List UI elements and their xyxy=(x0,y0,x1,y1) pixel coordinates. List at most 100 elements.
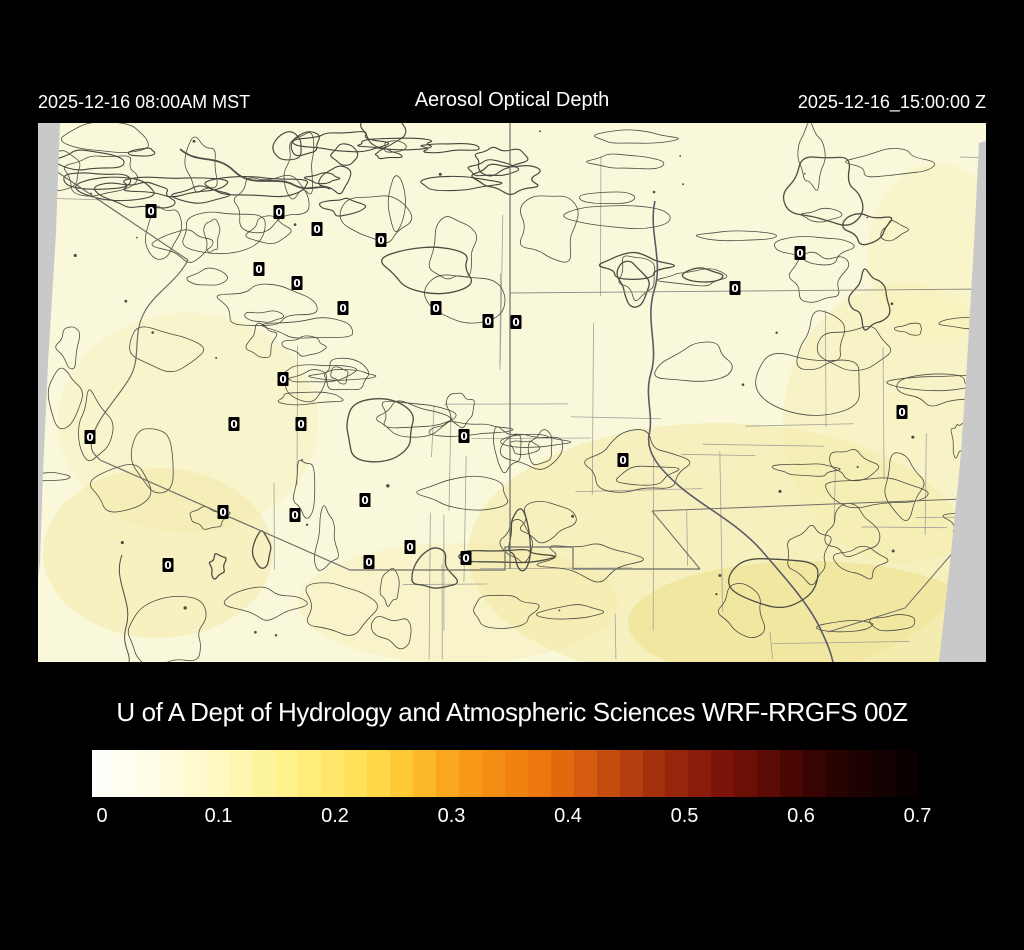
contour-line xyxy=(63,155,139,197)
contour-line xyxy=(330,143,359,166)
contour-line xyxy=(593,129,679,144)
svg-text:0: 0 xyxy=(361,495,368,507)
colorbar-segment xyxy=(573,750,597,797)
colorbar-segment xyxy=(275,750,299,797)
colorbar-segment xyxy=(229,750,253,797)
svg-text:0: 0 xyxy=(462,553,469,565)
contour-zero-label: 0 xyxy=(430,301,442,315)
colorbar-segment xyxy=(894,750,918,797)
county-line xyxy=(719,451,723,612)
contour-line xyxy=(717,582,766,639)
contour-line xyxy=(305,582,378,636)
aod-patch xyxy=(783,283,986,563)
colorbar-tick-label: 0 xyxy=(96,805,108,827)
svg-text:0: 0 xyxy=(147,206,154,218)
contour-line xyxy=(55,326,81,370)
contour-line xyxy=(303,172,341,185)
contour-line xyxy=(869,614,916,632)
contour-dot xyxy=(911,435,915,439)
rivers xyxy=(118,148,834,662)
contour-line xyxy=(387,175,406,232)
aod-patch xyxy=(628,561,986,662)
county-line xyxy=(570,416,661,420)
contour-line xyxy=(509,440,541,455)
contour-lines xyxy=(38,123,986,662)
colorbar-segment xyxy=(160,750,184,797)
svg-text:0: 0 xyxy=(339,303,346,315)
contour-zero-label: 0 xyxy=(359,493,371,507)
contour-line xyxy=(308,369,377,381)
contour-line xyxy=(208,553,227,580)
colorbar-segment xyxy=(344,750,368,797)
contour-line xyxy=(424,274,506,324)
svg-text:0: 0 xyxy=(460,431,467,443)
contour-line xyxy=(420,142,480,154)
county-line xyxy=(702,443,825,447)
contour-line xyxy=(245,215,292,244)
colorbar-segment xyxy=(711,750,735,797)
colorbar-segment xyxy=(596,750,620,797)
contour-line xyxy=(245,322,278,358)
svg-text:0: 0 xyxy=(219,507,226,519)
contour-line xyxy=(884,452,925,521)
contour-line xyxy=(825,477,929,509)
contour-line xyxy=(381,246,473,295)
colorbar-segment xyxy=(871,750,895,797)
contour-line xyxy=(261,317,354,339)
contour-line xyxy=(184,136,218,193)
contour-line xyxy=(618,255,656,302)
contour-line xyxy=(203,218,221,253)
contour-dot xyxy=(718,574,722,577)
contour-zero-label: 0 xyxy=(617,453,629,467)
svg-text:0: 0 xyxy=(512,317,519,329)
county-line xyxy=(681,453,756,457)
contour-line xyxy=(314,505,339,571)
contour-line xyxy=(129,326,204,373)
contour-line xyxy=(339,195,413,244)
aod-patch xyxy=(298,543,618,662)
contour-line xyxy=(189,506,231,530)
contour-line xyxy=(782,156,864,226)
contour-dot xyxy=(778,489,782,493)
county-line xyxy=(448,416,452,511)
contour-dot xyxy=(679,155,682,157)
county-line xyxy=(431,405,435,458)
contour-line xyxy=(428,421,514,437)
svg-text:0: 0 xyxy=(279,374,286,386)
contour-line xyxy=(151,229,214,263)
colorbar-segment xyxy=(504,750,528,797)
contour-line xyxy=(78,389,114,462)
border-co-nm xyxy=(509,288,986,294)
colorbar-tick-label: 0.4 xyxy=(554,805,582,827)
county-line xyxy=(428,512,431,660)
colorbar-segment xyxy=(298,750,322,797)
contour-line xyxy=(319,197,367,217)
svg-text:0: 0 xyxy=(898,407,905,419)
contour-line xyxy=(816,620,874,633)
colorbar-segment xyxy=(803,750,826,797)
contour-line xyxy=(586,153,665,170)
contour-dot xyxy=(183,606,187,610)
contour-zero-label: 0 xyxy=(289,508,301,522)
county-line xyxy=(882,347,885,480)
out-of-domain-right xyxy=(939,141,986,662)
colorbar-segment xyxy=(459,750,482,797)
contour-line xyxy=(445,392,475,429)
contour-dot xyxy=(274,634,278,637)
colorbar-segment xyxy=(848,750,872,797)
svg-text:0: 0 xyxy=(365,557,372,569)
county-line xyxy=(499,215,504,365)
svg-text:0: 0 xyxy=(86,432,93,444)
colorbar-segment xyxy=(367,750,391,797)
colorbar-tick-label: 0.7 xyxy=(903,805,932,827)
colorbar-segment xyxy=(481,750,505,797)
contour-dot xyxy=(301,459,304,462)
contour-dot xyxy=(558,609,561,612)
contour-dot xyxy=(305,523,309,526)
colorbar-segment xyxy=(252,750,276,797)
colorbar-segment xyxy=(183,750,207,797)
contour-line xyxy=(186,267,228,286)
contour-line xyxy=(579,191,636,205)
contour-line xyxy=(75,176,155,202)
